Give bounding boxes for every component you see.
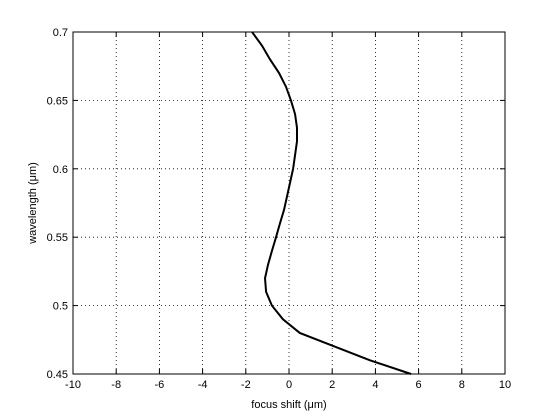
y-tick-label: 0.7 <box>53 27 68 39</box>
x-tick-label: 6 <box>416 379 422 391</box>
x-tick-label: 10 <box>499 379 511 391</box>
x-tick-label: 0 <box>286 379 292 391</box>
x-tick-label: -10 <box>65 379 81 391</box>
x-tick-label: 4 <box>372 379 378 391</box>
y-axis-label: wavelength (μm) <box>27 162 39 245</box>
plot-frame <box>72 31 506 375</box>
y-tick-label: 0.5 <box>53 301 68 313</box>
x-tick-label: -6 <box>155 379 165 391</box>
x-tick-label: 2 <box>329 379 335 391</box>
y-tick-label: 0.45 <box>47 369 68 381</box>
y-tick-label: 0.55 <box>47 232 68 244</box>
x-tick-label: -2 <box>241 379 251 391</box>
y-tick-label: 0.6 <box>53 164 68 176</box>
x-axis-label: focus shift (μm) <box>251 399 326 411</box>
x-tick-label: 8 <box>459 379 465 391</box>
x-tick-label: -4 <box>198 379 208 391</box>
y-tick-label: 0.65 <box>47 95 68 107</box>
x-tick-label: -8 <box>111 379 121 391</box>
data-line <box>251 31 412 375</box>
